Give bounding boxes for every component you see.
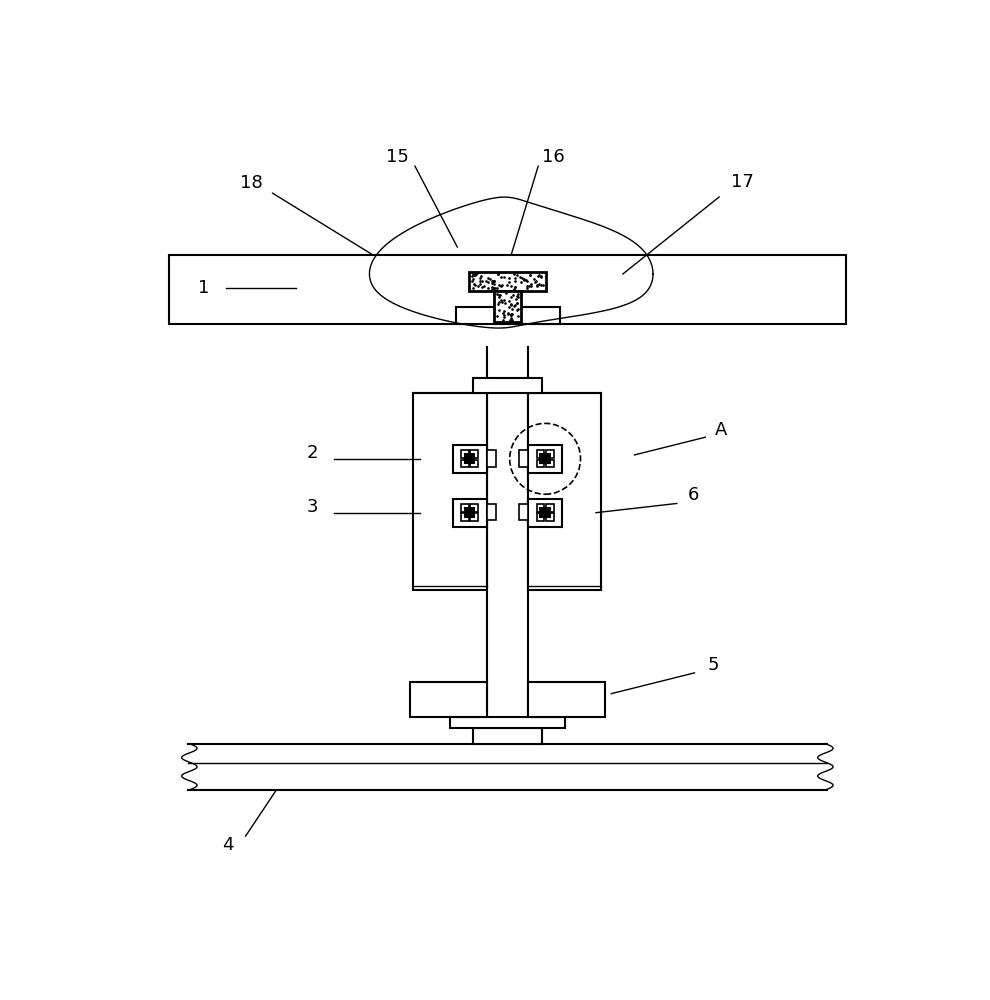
Bar	[465, 454, 474, 463]
Bar	[519, 450, 529, 466]
Bar	[465, 508, 474, 517]
Bar	[470, 504, 478, 512]
Bar	[519, 504, 529, 520]
Bar	[545, 460, 553, 467]
Text: 16: 16	[543, 148, 565, 166]
Bar	[541, 508, 549, 517]
Bar	[537, 450, 544, 458]
Bar	[168, 255, 846, 324]
Bar	[461, 504, 469, 512]
Bar	[414, 393, 487, 590]
Text: 3: 3	[307, 498, 319, 516]
Bar	[461, 513, 469, 521]
Bar	[529, 393, 601, 590]
Bar	[529, 682, 605, 717]
Bar	[537, 513, 544, 521]
Bar	[469, 272, 545, 291]
Bar	[545, 513, 553, 521]
Text: 2: 2	[307, 444, 319, 462]
Text: A: A	[715, 421, 727, 439]
Text: 1: 1	[198, 279, 209, 297]
Text: 15: 15	[386, 148, 409, 166]
Bar	[455, 307, 559, 324]
Bar	[529, 499, 562, 527]
Bar	[537, 460, 544, 467]
Bar	[487, 504, 496, 520]
Text: 5: 5	[707, 656, 719, 674]
Text: 18: 18	[240, 174, 262, 192]
Bar	[545, 450, 553, 458]
Bar	[529, 445, 562, 473]
Bar	[461, 460, 469, 467]
Bar	[487, 450, 496, 466]
Bar	[452, 445, 487, 473]
Bar	[541, 454, 549, 463]
Bar	[470, 450, 478, 458]
Bar	[449, 717, 565, 728]
Bar	[470, 460, 478, 467]
Bar	[545, 504, 553, 512]
Text: 6: 6	[688, 486, 699, 504]
Bar	[473, 728, 543, 744]
Text: 4: 4	[222, 836, 234, 854]
Text: 17: 17	[731, 173, 753, 191]
Bar	[452, 499, 487, 527]
Bar	[470, 513, 478, 521]
Bar	[461, 450, 469, 458]
Bar	[537, 504, 544, 512]
Bar	[473, 378, 543, 393]
Bar	[494, 291, 521, 322]
Bar	[410, 682, 487, 717]
